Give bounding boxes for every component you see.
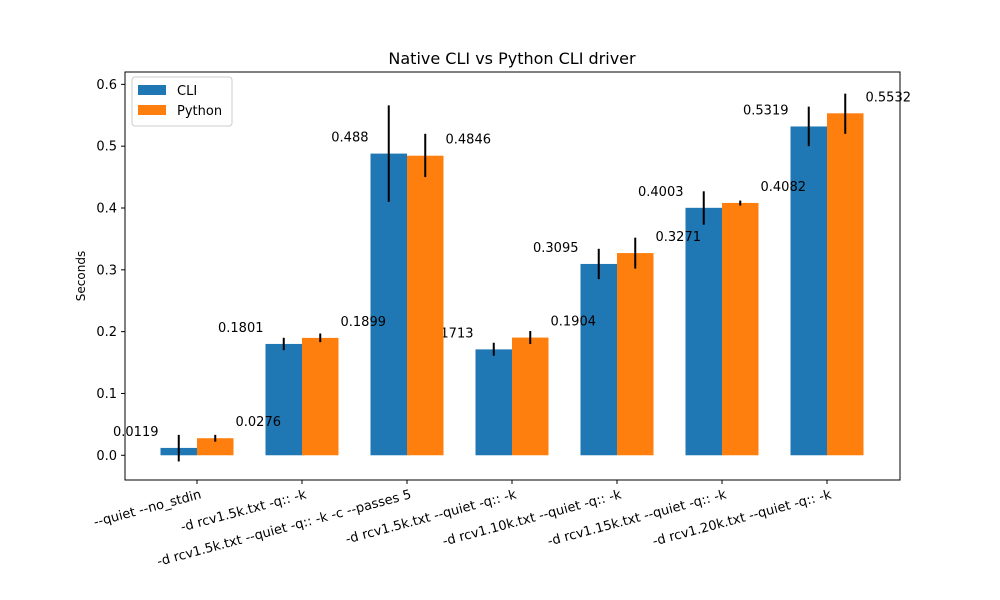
x-tick-label: -d rcv1.10k.txt --quiet -q:: -k (441, 487, 623, 549)
data-label: 0.488 (331, 131, 368, 146)
bar (722, 202, 759, 456)
bar (790, 126, 827, 456)
data-label: 0.4846 (446, 133, 492, 148)
bar (512, 337, 549, 456)
x-tick-label: -d rcv1.5k.txt --quiet -q:: -k (344, 487, 518, 547)
bar (617, 253, 654, 456)
bar (265, 343, 302, 456)
legend-label: Python (177, 104, 222, 119)
y-tick-label: 0.5 (96, 140, 117, 155)
data-label: 0.1899 (341, 315, 387, 330)
bar (370, 153, 407, 456)
chart-title: Native CLI vs Python CLI driver (388, 49, 636, 68)
data-label: 0.1801 (218, 321, 264, 336)
y-axis-label: Seconds (74, 251, 88, 301)
legend-label: CLI (177, 84, 197, 99)
plot-area: 0.01190.18010.4880.17130.30950.40030.531… (92, 71, 912, 570)
bar (827, 113, 864, 456)
x-tick-label: -d rcv1.20k.txt --quiet -q:: -k (651, 487, 833, 549)
data-label: 0.4003 (638, 185, 684, 200)
data-label: 0.5319 (743, 103, 789, 118)
legend-swatch (138, 105, 166, 115)
data-label: 0.1904 (551, 315, 597, 330)
bar (302, 337, 339, 456)
y-tick-label: 0.1 (96, 387, 117, 402)
y-tick-label: 0.2 (96, 325, 117, 340)
y-tick-label: 0.6 (96, 78, 117, 93)
bar (580, 263, 617, 456)
bar (407, 155, 444, 456)
legend: CLI Python (131, 76, 233, 127)
bar (475, 349, 512, 456)
y-tick-label: 0.0 (96, 449, 117, 464)
y-tick-label: 0.4 (96, 202, 117, 217)
data-label: 0.3095 (533, 241, 579, 256)
y-tick-label: 0.3 (96, 263, 117, 278)
data-label: 0.5532 (866, 90, 912, 105)
data-label: 0.3271 (656, 230, 702, 245)
data-label: 0.0276 (236, 415, 282, 430)
bar (685, 207, 722, 456)
x-tick-label: -d rcv1.15k.txt --quiet -q:: -k (546, 487, 728, 549)
bar (197, 438, 234, 456)
data-label: 0.0119 (113, 425, 159, 440)
legend-swatch (138, 85, 166, 95)
data-label: 0.4082 (761, 180, 807, 195)
